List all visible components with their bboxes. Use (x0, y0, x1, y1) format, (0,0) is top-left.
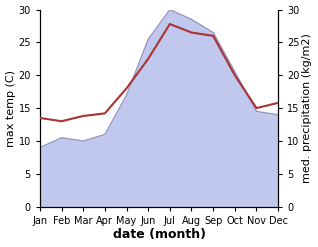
Y-axis label: med. precipitation (kg/m2): med. precipitation (kg/m2) (302, 33, 313, 183)
X-axis label: date (month): date (month) (113, 228, 205, 242)
Y-axis label: max temp (C): max temp (C) (5, 70, 16, 147)
